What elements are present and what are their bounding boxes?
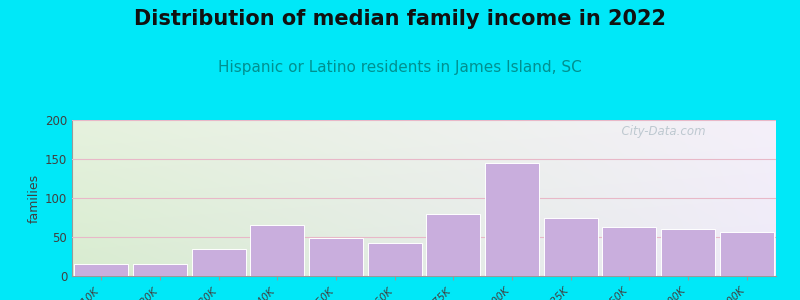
- Bar: [426, 214, 480, 276]
- Bar: [485, 163, 539, 276]
- Bar: [368, 243, 422, 276]
- Text: Distribution of median family income in 2022: Distribution of median family income in …: [134, 9, 666, 29]
- Bar: [74, 264, 128, 276]
- Bar: [720, 232, 774, 276]
- Y-axis label: families: families: [28, 173, 41, 223]
- Bar: [661, 229, 715, 276]
- Text: Hispanic or Latino residents in James Island, SC: Hispanic or Latino residents in James Is…: [218, 60, 582, 75]
- Text: City-Data.com: City-Data.com: [614, 125, 706, 138]
- Bar: [602, 227, 656, 276]
- Bar: [133, 263, 187, 276]
- Bar: [544, 218, 598, 276]
- Bar: [309, 238, 363, 276]
- Bar: [250, 225, 304, 276]
- Bar: [192, 249, 246, 276]
